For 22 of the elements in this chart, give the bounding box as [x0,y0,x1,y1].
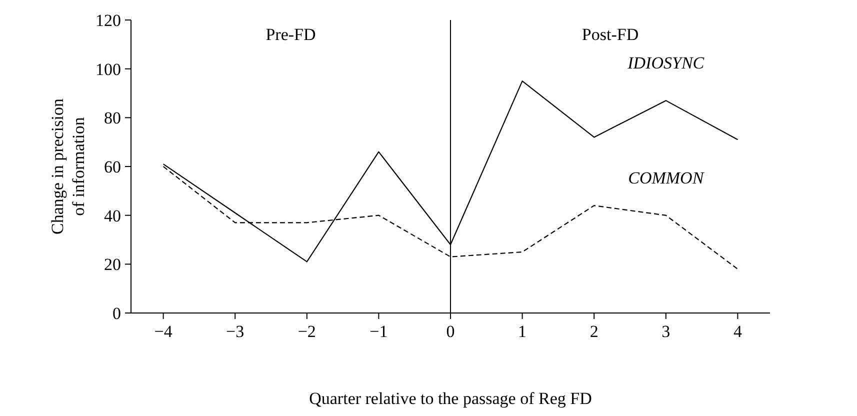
x-tick-label: −1 [370,322,388,341]
annotation: Post-FD [582,25,639,44]
x-tick-label: −3 [226,322,244,341]
x-tick-label: −4 [154,322,173,341]
x-tick-label: 3 [662,322,670,341]
y-tick-label: 0 [112,304,121,323]
y-tick-label: 100 [96,60,121,79]
y-tick-label: 80 [104,108,121,128]
x-tick-label: 0 [446,322,455,341]
series-label: COMMON [628,168,706,188]
x-tick-label: 4 [733,322,742,341]
y-tick-label: 20 [104,255,121,274]
y-tick-label: 120 [96,11,121,30]
annotation: Pre-FD [266,25,316,44]
x-axis-title: Quarter relative to the passage of Reg FD [309,389,592,408]
text: IDIOSYNC [626,54,705,73]
x-tick-label: −2 [298,322,316,341]
x-tick-label: 1 [518,322,527,341]
y-tick-label: 40 [104,206,121,226]
x-tick-label: 2 [590,322,598,341]
y-axis-title: Change in precision of information [48,98,88,234]
y-tick-label: 60 [104,158,121,176]
